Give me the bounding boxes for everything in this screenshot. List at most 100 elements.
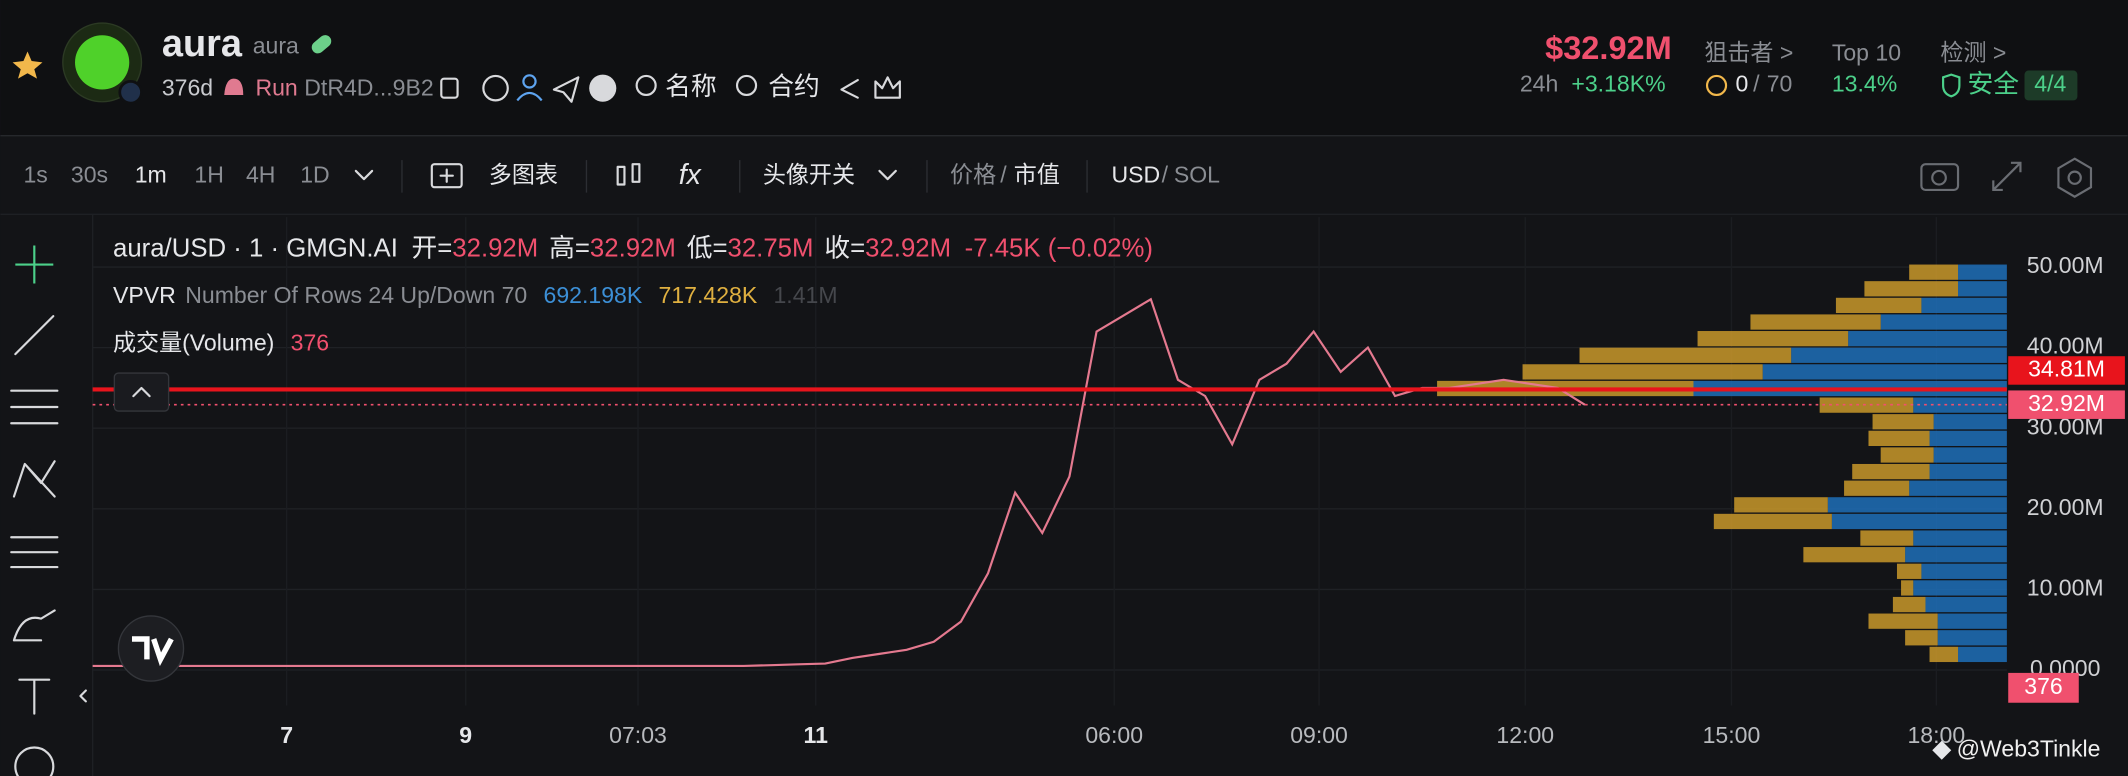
vpvr-up [1827,497,2007,513]
crosshair-tool[interactable] [15,245,54,284]
y-tick-label: 10.00M [2027,574,2104,600]
snipers-label[interactable]: 狙击者 > [1704,39,1793,65]
x-tick-label: 12:00 [1496,722,1554,748]
screenshot-icon[interactable] [1920,163,1960,192]
chevron[interactable] [354,169,374,181]
close-label: 收= [824,233,865,262]
avatar-toggle[interactable]: 头像开关 [763,161,855,187]
alt-currency[interactable]: SOL [1174,161,1220,187]
audit-label[interactable]: 检测 > [1940,39,2006,65]
legend-line: aura/USD · 1 · GMGN.AI 开=32.92M 高=32.92M 低=… [113,233,1153,262]
x-tick-label: 9 [459,722,472,748]
settings-icon[interactable] [2057,157,2093,198]
interval[interactable]: 1H [194,161,223,187]
vpvr-up [1913,580,2007,596]
vpvr-down [1860,530,1914,546]
settings-icon[interactable] [2067,170,2082,185]
vpvr-down [1844,480,1910,496]
shield-icon [1942,73,1961,98]
collapse-legend[interactable] [113,372,170,412]
vpvr-up [1958,281,2007,297]
list-icon[interactable] [589,74,617,102]
interval-group: 1s 30s 1m 1H 4H 1D [23,161,329,187]
currency[interactable]: USD [1111,161,1160,187]
tv-logo[interactable] [117,615,185,682]
interval[interactable]: 1s [23,161,47,187]
forecast-tool[interactable] [10,536,59,569]
emoji-tool[interactable] [14,746,55,776]
vpvr-down [1734,497,1828,513]
favorite-star[interactable] [12,51,43,79]
change-period: 24h [1520,71,1558,97]
volume-tag-label: 376 [2024,673,2062,699]
candle-icon[interactable] [616,165,626,186]
fib-tool[interactable] [10,389,59,425]
high: 32.92M [590,234,676,262]
low: 32.75M [728,234,814,262]
price-tag [2008,356,2125,385]
indicators[interactable]: fx [679,159,703,191]
trendline-tool[interactable] [14,315,55,356]
vpvr-down: 717.428K [659,282,758,308]
interval[interactable]: 30s [71,161,108,187]
interval[interactable]: 4H [246,161,275,187]
top10-share: 13.4% [1832,71,1897,97]
vpvr-up [1958,264,2007,280]
vpvr-down [1905,630,1938,646]
vpvr-up [1937,630,2007,646]
vpvr-down [1697,331,1849,347]
x-tick-label: 06:00 [1085,722,1143,748]
vpvr-total: 1.41M [773,282,837,308]
vpvr-label: VPVR [113,282,176,308]
search-contract[interactable]: 合约 [768,72,820,101]
multi-chart-icon[interactable] [439,168,454,183]
profile-icon[interactable] [522,74,537,89]
multi-chart-icon[interactable] [430,163,463,189]
vpvr-down [1713,513,1832,530]
vpvr-down [1750,314,1881,330]
interval[interactable]: 1D [300,161,329,187]
profile-icon[interactable] [516,91,543,102]
multi-chart[interactable]: 多图表 [489,161,558,187]
fullscreen-icon[interactable] [1992,161,2022,192]
interval[interactable]: 1m [135,161,167,187]
vpvr-down [1819,397,1914,413]
chevron[interactable] [878,169,897,181]
search-name[interactable]: 名称 [665,72,717,101]
vpvr-up [1913,530,2007,546]
vpvr-down [1852,463,1930,480]
audit-badge [2024,70,2078,101]
snipers-count: 0 [1736,71,1749,97]
screenshot-icon[interactable] [1931,169,1947,186]
open-label: 开= [411,234,452,262]
change: -7.45K (−0.02%) [965,234,1153,262]
collapse-toolbar[interactable] [79,689,87,703]
website-icon[interactable] [482,74,509,102]
candle-icon[interactable] [631,163,641,183]
pattern-tool[interactable] [12,460,56,498]
watermark: @Web3Tinkle [1957,735,2101,761]
brush-tool[interactable] [12,609,56,642]
copy-icon[interactable] [440,77,459,99]
y-tick-label: 40.00M [2027,333,2104,359]
vpvr-down [1864,281,1959,297]
x-tick-label: 15:00 [1703,722,1761,748]
change: +3.18K% [1571,71,1665,97]
vpvr-down [1929,646,1959,663]
text-tool[interactable] [18,678,51,715]
telegram-icon[interactable] [552,76,580,103]
token-ticker: aura [253,33,299,59]
search-icon[interactable] [635,74,657,97]
low-label: 低= [687,233,728,262]
vpvr-up [1909,480,2007,496]
crown-icon[interactable] [874,76,901,99]
share-icon[interactable] [840,78,859,99]
snipers-total: 70 [1767,71,1793,97]
collapse-legend-icon[interactable] [132,386,151,398]
price-mode[interactable]: 价格 [950,161,996,187]
vpvr-up [1937,613,2007,629]
vpvr-up: 692.198K [544,282,643,308]
market-value-mode[interactable]: 市值 [1014,161,1060,187]
address[interactable]: DtR4D...9B2 [304,75,433,101]
search-icon[interactable] [735,74,758,97]
